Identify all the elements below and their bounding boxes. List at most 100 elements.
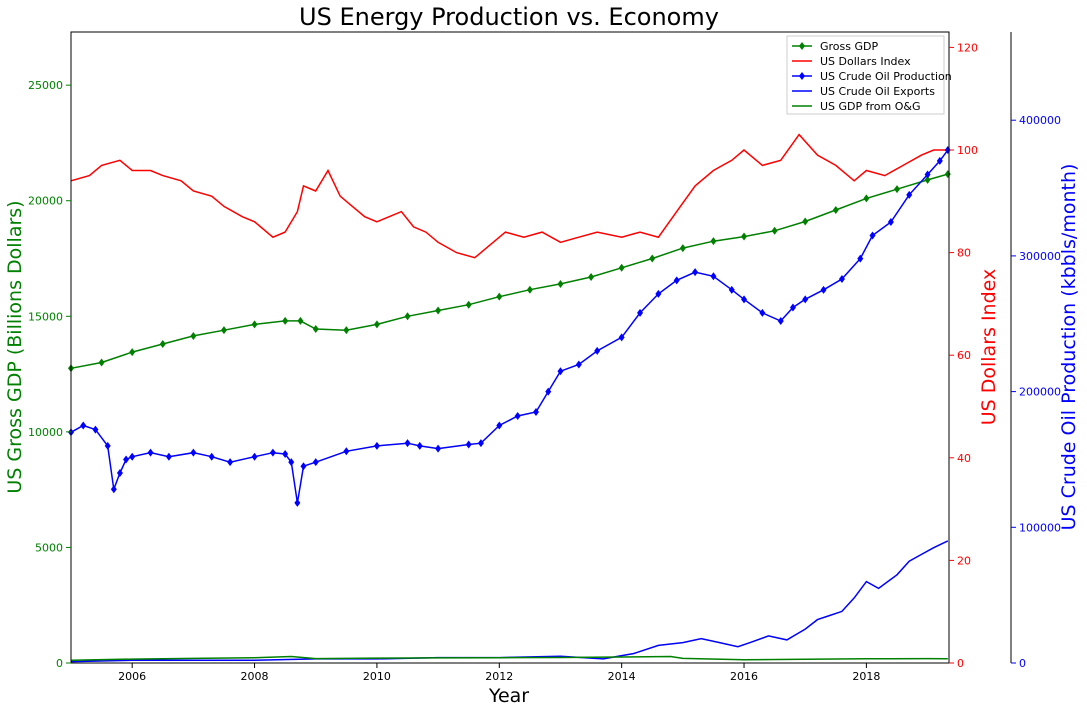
data-point	[288, 458, 295, 467]
data-point	[759, 308, 766, 317]
data-point	[227, 458, 234, 467]
data-point	[771, 226, 778, 235]
y-tick-label: 300000	[1019, 250, 1061, 263]
x-tick-label: 2006	[118, 670, 146, 683]
legend-label: US Crude Oil Production	[820, 70, 952, 83]
data-point	[165, 452, 172, 461]
data-point	[190, 448, 197, 457]
data-point	[92, 425, 99, 434]
y-tick-label: 400000	[1019, 114, 1061, 127]
legend: Gross GDP US Dollars Index US Crude Oil Pr…	[786, 35, 952, 115]
data-point	[557, 367, 564, 376]
series-us-gdp-from-o-g	[70, 655, 948, 661]
y-tick-label: 100000	[1019, 521, 1061, 534]
data-point	[575, 360, 582, 369]
data-point	[98, 358, 105, 367]
data-point	[496, 292, 503, 301]
x-tick-label: 2010	[363, 670, 391, 683]
data-point	[789, 303, 796, 312]
data-point	[728, 285, 735, 294]
chart-title: US Energy Production vs. Economy	[299, 3, 719, 31]
y-tick-label: 0	[56, 657, 63, 670]
data-point	[496, 421, 503, 430]
data-point	[282, 450, 289, 459]
data-point	[710, 237, 717, 246]
data-point	[863, 194, 870, 203]
data-point	[649, 254, 656, 263]
data-point	[802, 295, 809, 304]
data-point	[123, 455, 130, 464]
data-point	[190, 331, 197, 340]
series-layer	[68, 133, 951, 663]
data-point	[655, 289, 662, 298]
data-point	[618, 333, 625, 342]
x-tick-label: 2012	[485, 670, 513, 683]
y-tick-label: 10000	[28, 426, 63, 439]
data-point	[893, 185, 900, 194]
x-tick-label: 2018	[852, 670, 880, 683]
legend-label: US Dollars Index	[820, 55, 911, 68]
data-point	[465, 300, 472, 309]
data-point	[435, 306, 442, 315]
data-point	[838, 274, 845, 283]
data-point	[129, 452, 136, 461]
data-point	[373, 441, 380, 450]
y-axis-right-oil-label: US Crude Oil Production (kbbls/month)	[1058, 164, 1080, 531]
data-point	[741, 295, 748, 304]
data-point	[282, 316, 289, 325]
data-point	[857, 254, 864, 263]
data-point	[312, 458, 319, 467]
y-axis-left-label: US Gross GDP (Billions Dollars)	[4, 200, 26, 493]
data-point	[820, 285, 827, 294]
data-point	[300, 462, 307, 471]
data-point	[924, 175, 931, 184]
data-point	[80, 421, 87, 430]
x-tick-label: 2008	[241, 670, 269, 683]
data-point	[514, 412, 521, 421]
y-axis-right-dollars-label: US Dollars Index	[978, 269, 1000, 426]
data-point	[557, 279, 564, 288]
y-tick-label: 200000	[1019, 386, 1061, 399]
data-point	[110, 485, 117, 494]
series-us-crude-oil-exports	[70, 540, 949, 663]
data-point	[220, 326, 227, 335]
data-point	[869, 231, 876, 240]
y-tick-label: 40	[957, 452, 971, 465]
data-point	[618, 263, 625, 272]
data-point	[116, 469, 123, 478]
data-point	[404, 439, 411, 448]
data-point	[588, 273, 595, 282]
data-point	[269, 448, 276, 457]
y-tick-label: 15000	[28, 310, 63, 323]
data-point	[679, 244, 686, 253]
x-tick-label: 2014	[608, 670, 636, 683]
data-point	[343, 447, 350, 456]
data-point	[343, 326, 350, 335]
data-point	[104, 441, 111, 450]
y-tick-label: 60	[957, 349, 971, 362]
data-point	[477, 439, 484, 448]
data-point	[637, 308, 644, 317]
data-point	[594, 346, 601, 355]
data-point	[526, 285, 533, 294]
data-point	[416, 441, 423, 450]
y-tick-label: 120	[957, 41, 978, 54]
legend-label: US GDP from O&G	[820, 100, 921, 113]
data-point	[777, 317, 784, 326]
data-point	[887, 217, 894, 226]
y-tick-label: 80	[957, 247, 971, 260]
y-tick-label: 20000	[28, 195, 63, 208]
series-gross-gdp	[68, 170, 951, 373]
y-axis-right-dollars: 0 20 40 60 80 100 120	[948, 32, 978, 670]
y-axis-right-oil: 0 100000 200000 300000 400000	[1010, 32, 1061, 670]
legend-marker	[799, 72, 805, 80]
data-point	[545, 387, 552, 396]
y-tick-label: 20	[957, 554, 971, 567]
data-point	[924, 170, 931, 179]
data-point	[802, 217, 809, 226]
legend-box	[786, 35, 945, 115]
data-point	[936, 156, 943, 165]
data-point	[294, 498, 301, 507]
data-point	[312, 325, 319, 334]
